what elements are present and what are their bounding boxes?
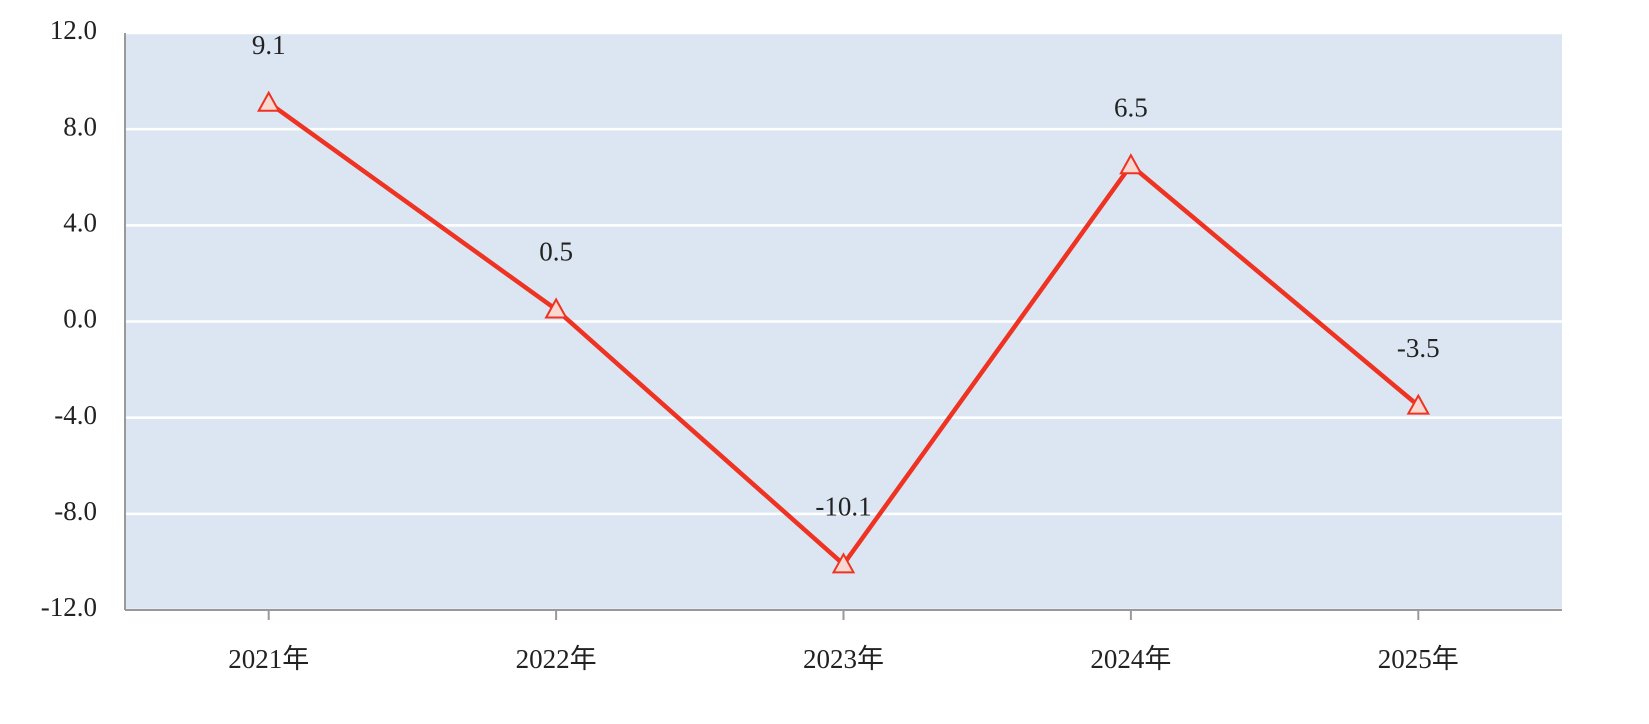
marker [831,552,856,574]
y-tick-label: 12.0 [50,15,97,45]
x-tick-label: 2021年 [228,644,309,674]
data-label: 0.5 [539,237,573,267]
y-tick-label: -8.0 [54,496,97,526]
data-label: 9.1 [252,30,286,60]
y-tick-label: -12.0 [41,592,97,622]
y-tick-label: -4.0 [54,400,97,430]
marker [1119,153,1143,175]
data-label: 6.5 [1114,92,1148,122]
marker [544,297,568,319]
y-tick-label: 0.0 [63,304,97,334]
x-tick-label: 2023年 [803,644,884,674]
y-tick-label: 4.0 [63,208,97,238]
x-tick-label: 2022年 [516,644,597,674]
x-tick-label: 2025年 [1378,644,1459,674]
marker [257,90,281,112]
data-label: -3.5 [1397,333,1440,363]
data-label: -10.1 [815,492,871,522]
y-tick-label: 8.0 [63,111,97,141]
marker [1406,393,1430,415]
x-tick-label: 2024年 [1090,644,1171,674]
